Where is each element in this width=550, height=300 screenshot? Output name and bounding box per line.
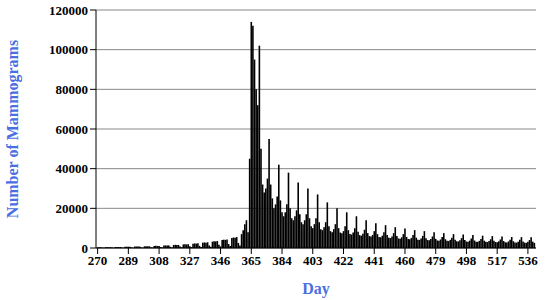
svg-text:346: 346 [211,253,231,268]
svg-text:289: 289 [119,253,139,268]
svg-text:498: 498 [457,253,477,268]
svg-text:120000: 120000 [49,3,88,18]
svg-text:479: 479 [426,253,446,268]
svg-text:270: 270 [88,253,108,268]
svg-text:365: 365 [242,253,262,268]
svg-text:308: 308 [149,253,169,268]
svg-text:384: 384 [272,253,292,268]
svg-text:441: 441 [364,253,384,268]
svg-text:80000: 80000 [56,82,89,97]
svg-text:517: 517 [487,253,507,268]
svg-text:40000: 40000 [56,161,89,176]
svg-text:60000: 60000 [56,122,89,137]
svg-text:0: 0 [82,241,89,256]
svg-text:536: 536 [518,253,538,268]
svg-text:20000: 20000 [56,201,89,216]
svg-text:Day: Day [302,280,330,298]
svg-text:100000: 100000 [49,42,88,57]
svg-text:460: 460 [395,253,415,268]
svg-text:403: 403 [303,253,323,268]
svg-text:Number of Mammograms: Number of Mammograms [8,40,22,218]
svg-text:422: 422 [334,253,354,268]
svg-text:327: 327 [180,253,200,268]
